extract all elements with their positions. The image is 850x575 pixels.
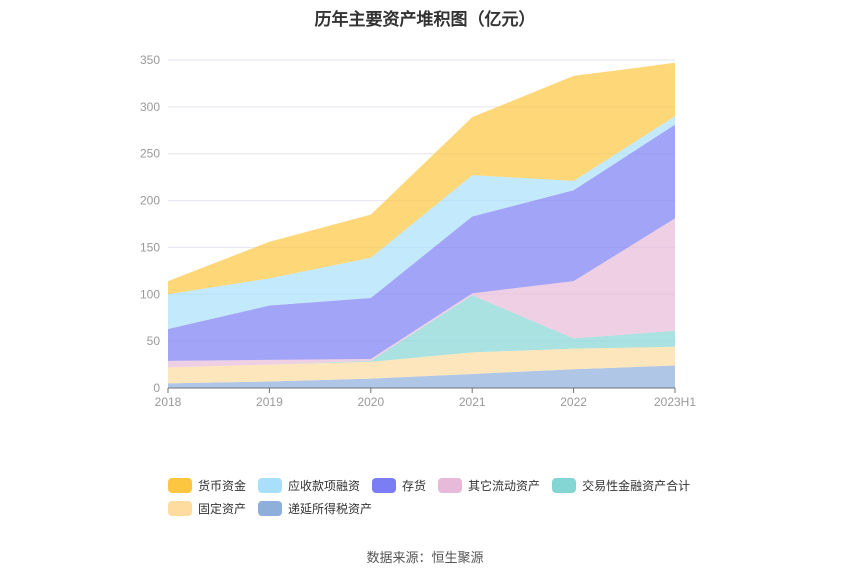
legend-label: 其它流动资产 <box>468 479 541 493</box>
y-tick-label: 150 <box>140 240 160 254</box>
area-series-2 <box>168 295 675 368</box>
legend-item[interactable]: 其它流动资产 <box>438 474 540 497</box>
x-tick-label: 2019 <box>256 395 283 409</box>
x-tick-label: 2020 <box>357 395 384 409</box>
legend-item[interactable]: 应收款项融资 <box>258 474 360 497</box>
legend-swatch <box>168 478 192 493</box>
legend-item[interactable]: 存货 <box>372 474 426 497</box>
legend-label: 应收款项融资 <box>288 479 361 493</box>
area-series-4 <box>168 124 675 361</box>
legend-item[interactable]: 交易性金融资产合计 <box>552 474 690 497</box>
legend-swatch <box>258 501 283 516</box>
x-tick-label: 2021 <box>459 395 486 409</box>
stacked-area-chart: 0 50 100 150 200 250 300 350 2018 2019 2020 2021 202… <box>140 53 696 409</box>
y-tick-label: 200 <box>140 194 160 208</box>
y-tick-label: 350 <box>140 53 160 67</box>
x-tick-label: 2022 <box>560 395 587 409</box>
area-series-5 <box>168 116 675 329</box>
legend-swatch <box>438 478 463 493</box>
y-tick-label: 0 <box>153 381 160 395</box>
area-series-0 <box>168 365 675 388</box>
legend: 货币资金 应收款项融资 存货 其它流动资产 交易性金融资产合计固定资产 递延所得税资产 <box>168 474 708 520</box>
y-tick-label: 100 <box>140 287 160 301</box>
area-series-1 <box>168 346 675 384</box>
legend-swatch <box>552 478 577 493</box>
x-tick-label: 2023H1 <box>654 395 696 409</box>
y-tick-label: 300 <box>140 100 160 114</box>
legend-label: 递延所得税资产 <box>288 502 373 516</box>
legend-label: 存货 <box>402 479 427 493</box>
legend-label: 货币资金 <box>198 479 247 493</box>
area-series-3 <box>168 218 675 368</box>
legend-label: 固定资产 <box>198 502 247 516</box>
legend-item[interactable]: 固定资产 <box>168 497 246 520</box>
y-tick-label: 50 <box>147 334 161 348</box>
legend-item[interactable]: 递延所得税资产 <box>258 497 372 520</box>
y-tick-label: 250 <box>140 147 160 161</box>
legend-swatch <box>258 478 283 493</box>
area-series-6 <box>168 62 675 295</box>
legend-item[interactable]: 货币资金 <box>168 474 246 497</box>
legend-swatch <box>372 478 397 493</box>
legend-label: 交易性金融资产合计 <box>582 479 691 493</box>
x-tick-label: 2018 <box>155 395 182 409</box>
legend-swatch <box>168 501 192 516</box>
data-source: 数据来源：恒生聚源 <box>366 550 484 565</box>
chart-title: 历年主要资产堆积图（亿元） <box>314 10 536 29</box>
